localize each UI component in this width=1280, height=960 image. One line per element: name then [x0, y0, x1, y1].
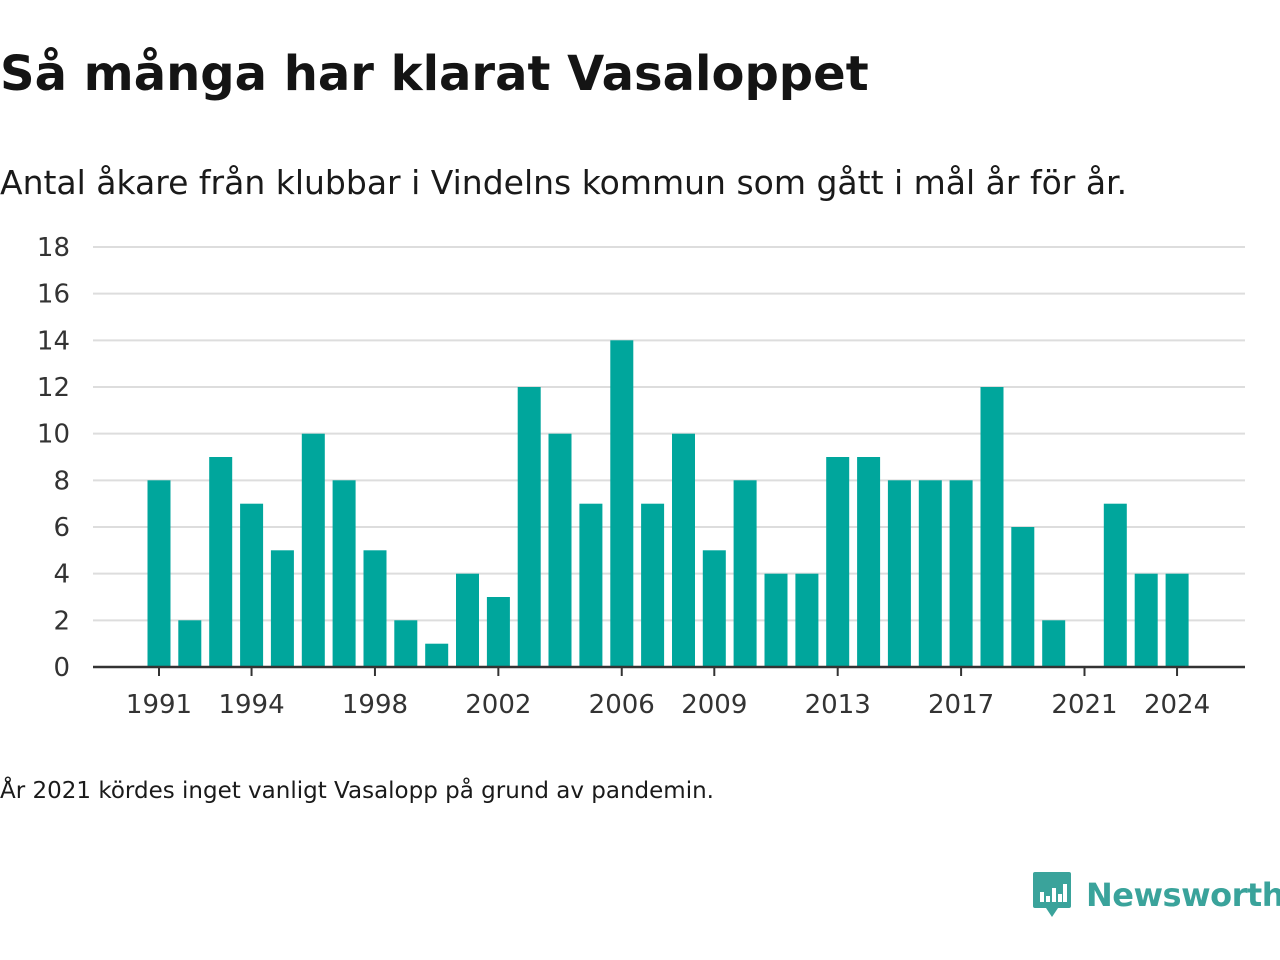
y-tick-label: 4	[53, 560, 70, 590]
bar-2018	[980, 387, 1004, 667]
bar-2020	[1042, 620, 1066, 667]
y-tick-label: 16	[37, 280, 70, 310]
bar-1997	[332, 480, 356, 667]
bar-2006	[610, 340, 634, 667]
x-tick-label: 1991	[126, 690, 192, 720]
y-tick-label: 14	[37, 326, 70, 356]
bar-1992	[178, 620, 202, 667]
bar-1996	[301, 433, 325, 667]
chart-subtitle: Antal åkare från klubbar i Vindelns komm…	[0, 163, 1128, 202]
bar-2022	[1103, 503, 1127, 667]
bar-2000	[425, 643, 449, 667]
bar-2015	[887, 480, 911, 667]
bar-2024	[1165, 573, 1189, 667]
footnote: År 2021 kördes inget vanligt Vasalopp på…	[0, 778, 714, 804]
bar-2009	[702, 550, 726, 667]
bar-2016	[918, 480, 942, 667]
bar-2002	[486, 597, 510, 667]
bar-1998	[363, 550, 387, 667]
bar-2007	[641, 503, 665, 667]
bar-2014	[857, 457, 881, 667]
axes: 0 2 4 6 8 10 12 14 16 18 1991 1994 1998 2002 2006 2009 2…	[37, 233, 1245, 720]
bars	[147, 340, 1189, 667]
x-tick-label: 2009	[681, 690, 747, 720]
newsworthy-logo-icon	[1033, 872, 1071, 917]
bar-2003	[517, 387, 541, 667]
bar-2001	[456, 573, 479, 667]
y-tick-label: 18	[37, 233, 70, 263]
x-tick-label: 1998	[342, 690, 408, 720]
x-tick-label: 2006	[589, 690, 655, 720]
y-tick-label: 2	[53, 606, 70, 636]
bar-2023	[1134, 573, 1158, 667]
y-tick-label: 6	[53, 513, 70, 543]
bar-1995	[270, 550, 294, 667]
bar-1999	[394, 620, 418, 667]
bar-2005	[579, 503, 603, 667]
bar-2010	[733, 480, 757, 667]
gridlines	[93, 246, 1245, 622]
bar-1993	[209, 457, 233, 667]
brand-name: Newsworthy	[1086, 876, 1280, 914]
bar-2013	[826, 457, 850, 667]
x-tick-label: 2017	[928, 690, 994, 720]
x-tick-label: 2021	[1051, 690, 1117, 720]
brand-logo: Newsworthy	[1032, 870, 1280, 920]
x-tick-label: 2013	[805, 690, 871, 720]
bar-2004	[548, 433, 572, 667]
x-tick-label: 2024	[1144, 690, 1210, 720]
y-tick-label: 0	[53, 653, 70, 683]
y-tick-label: 12	[37, 373, 70, 403]
bar-1994	[240, 503, 264, 667]
bar-chart: 0 2 4 6 8 10 12 14 16 18 1991 1994 1998 2002 2006 2009 2…	[37, 233, 1245, 720]
bar-1991	[147, 480, 171, 667]
bar-2017	[949, 480, 973, 667]
y-tick-label: 8	[53, 466, 70, 496]
bar-2008	[672, 433, 695, 667]
x-tick-label: 2002	[465, 690, 531, 720]
bar-2019	[1011, 527, 1035, 667]
y-tick-label: 10	[37, 420, 70, 450]
bar-2011	[764, 573, 788, 667]
x-tick-label: 1994	[218, 690, 284, 720]
bar-2012	[795, 573, 819, 667]
chart-title: Så många har klarat Vasaloppet	[0, 46, 869, 102]
